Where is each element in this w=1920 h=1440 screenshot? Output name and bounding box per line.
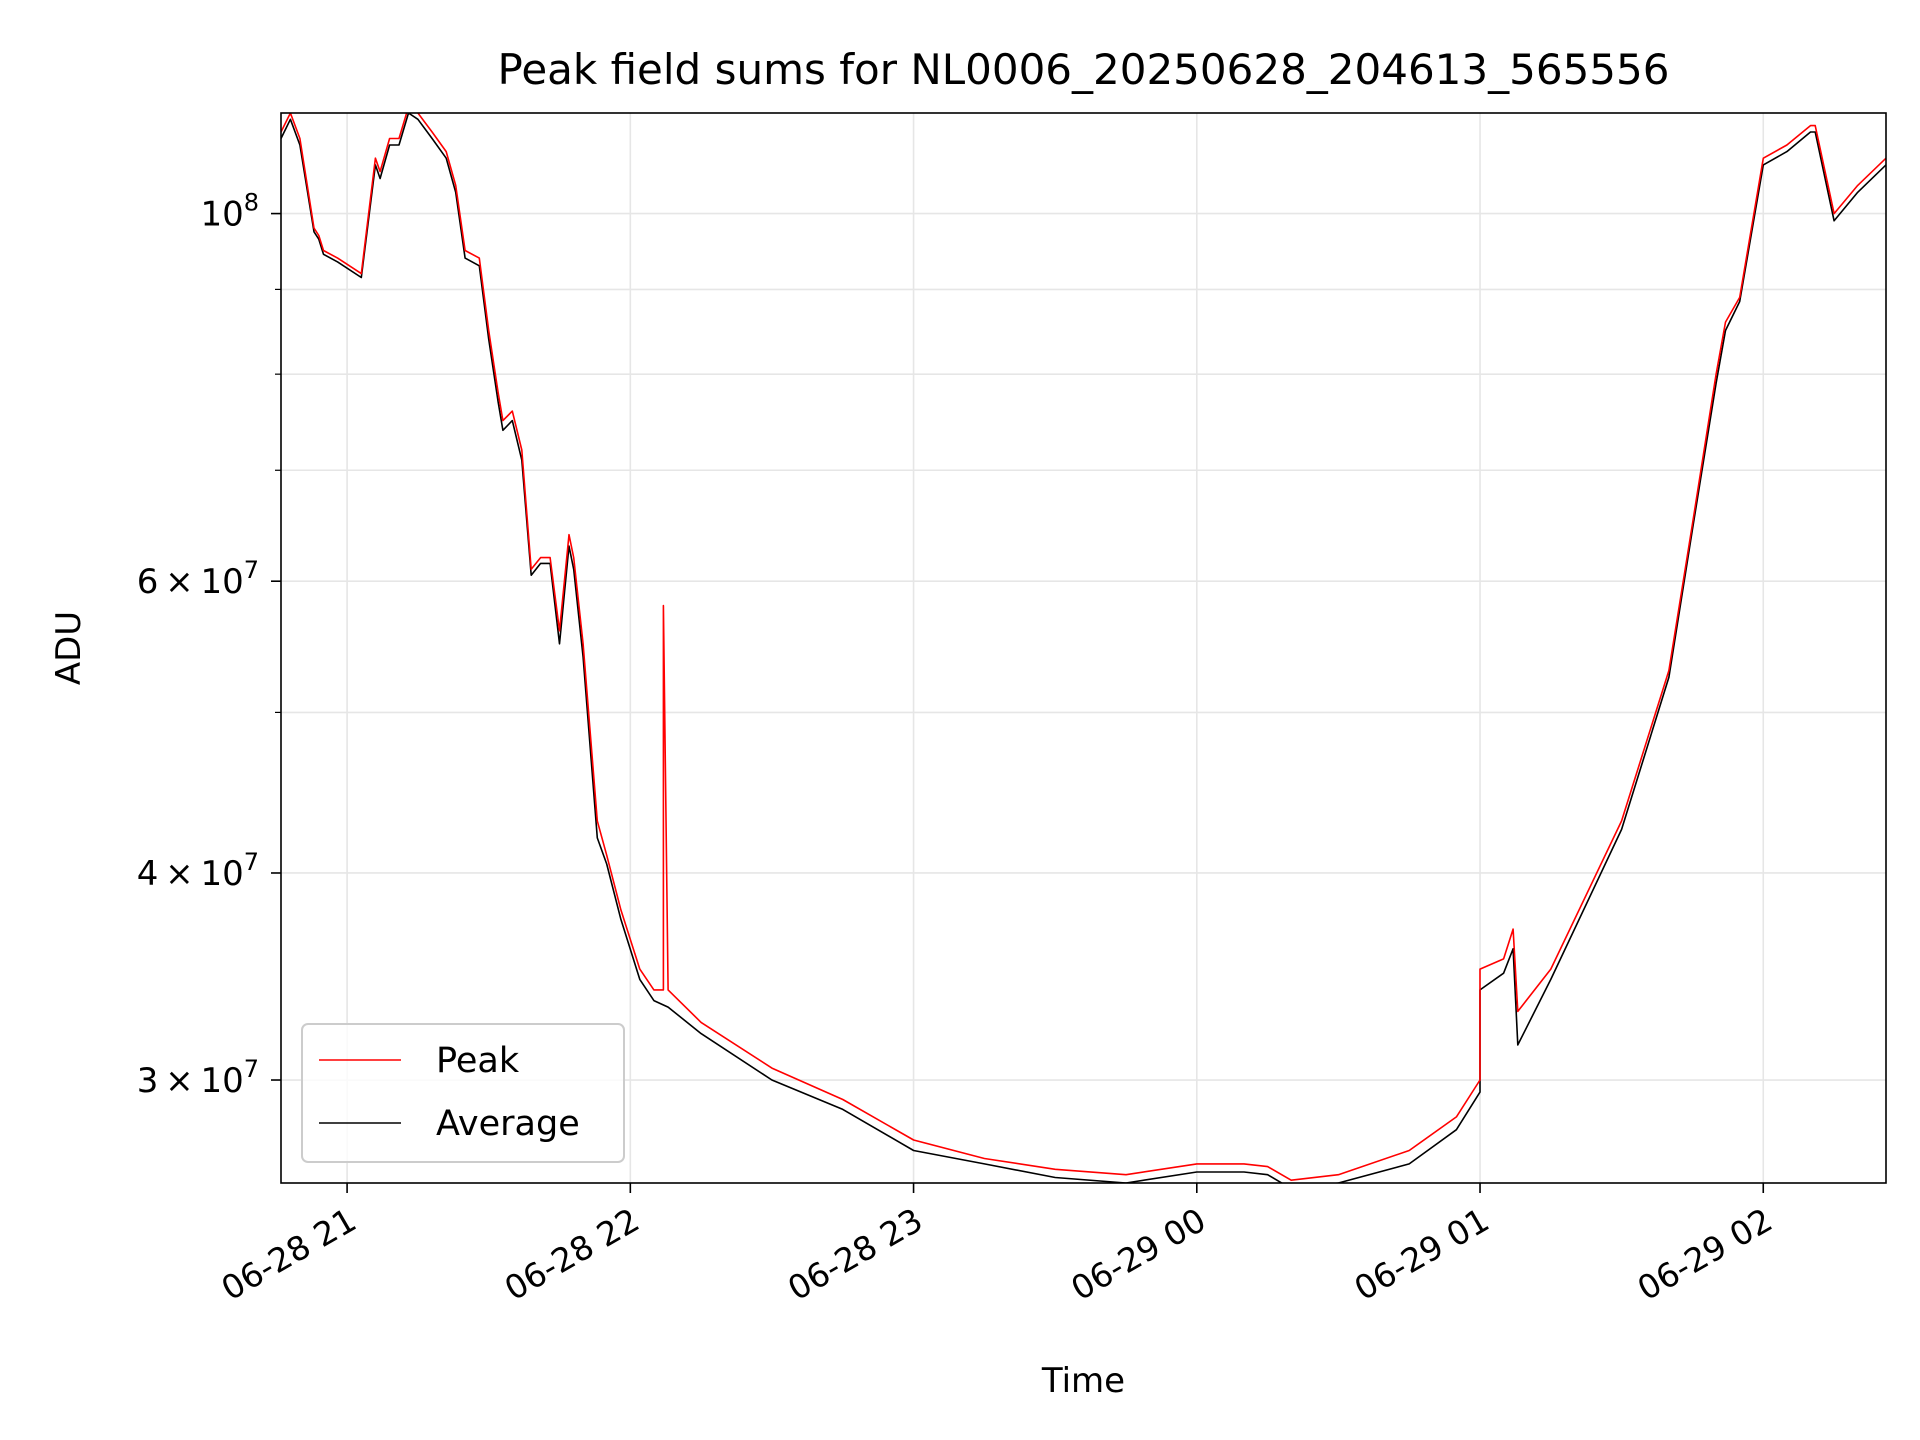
y-tick-label: 3 × 107: [137, 1055, 259, 1101]
y-tick-text: 4 ×: [137, 854, 201, 894]
legend: Peak Average: [301, 1023, 625, 1163]
y-tick-text: 10: [200, 195, 243, 235]
series-layer: [281, 113, 1886, 1183]
legend-label-peak: Peak: [436, 1041, 520, 1081]
legend-label-average: Average: [436, 1104, 580, 1144]
y-tick-text: 10: [200, 854, 243, 894]
y-axis-label: ADU: [49, 611, 89, 685]
y-tick-label: 6 × 107: [137, 556, 259, 602]
y-tick-text: 6 ×: [137, 562, 201, 602]
y-tick-text: 10: [200, 562, 243, 602]
chart-title: Peak field sums for NL0006_20250628_2046…: [498, 45, 1670, 94]
legend-box: [301, 1023, 625, 1163]
x-axis-label: Time: [1041, 1361, 1125, 1401]
plot-frame: [280, 112, 1887, 1184]
y-tick-label: 4 × 107: [137, 848, 259, 894]
y-tick-label: 108: [200, 189, 259, 235]
y-tick-exponent: 8: [244, 189, 259, 217]
y-tick-exponent: 7: [244, 1055, 259, 1083]
y-tick-text: 3 ×: [137, 1061, 201, 1101]
y-tick-exponent: 7: [244, 556, 259, 584]
y-tick-exponent: 7: [244, 848, 259, 876]
series-line-average: [281, 113, 1886, 1183]
series-line-peak: [281, 113, 1886, 1181]
y-tick-text: 10: [200, 1061, 243, 1101]
